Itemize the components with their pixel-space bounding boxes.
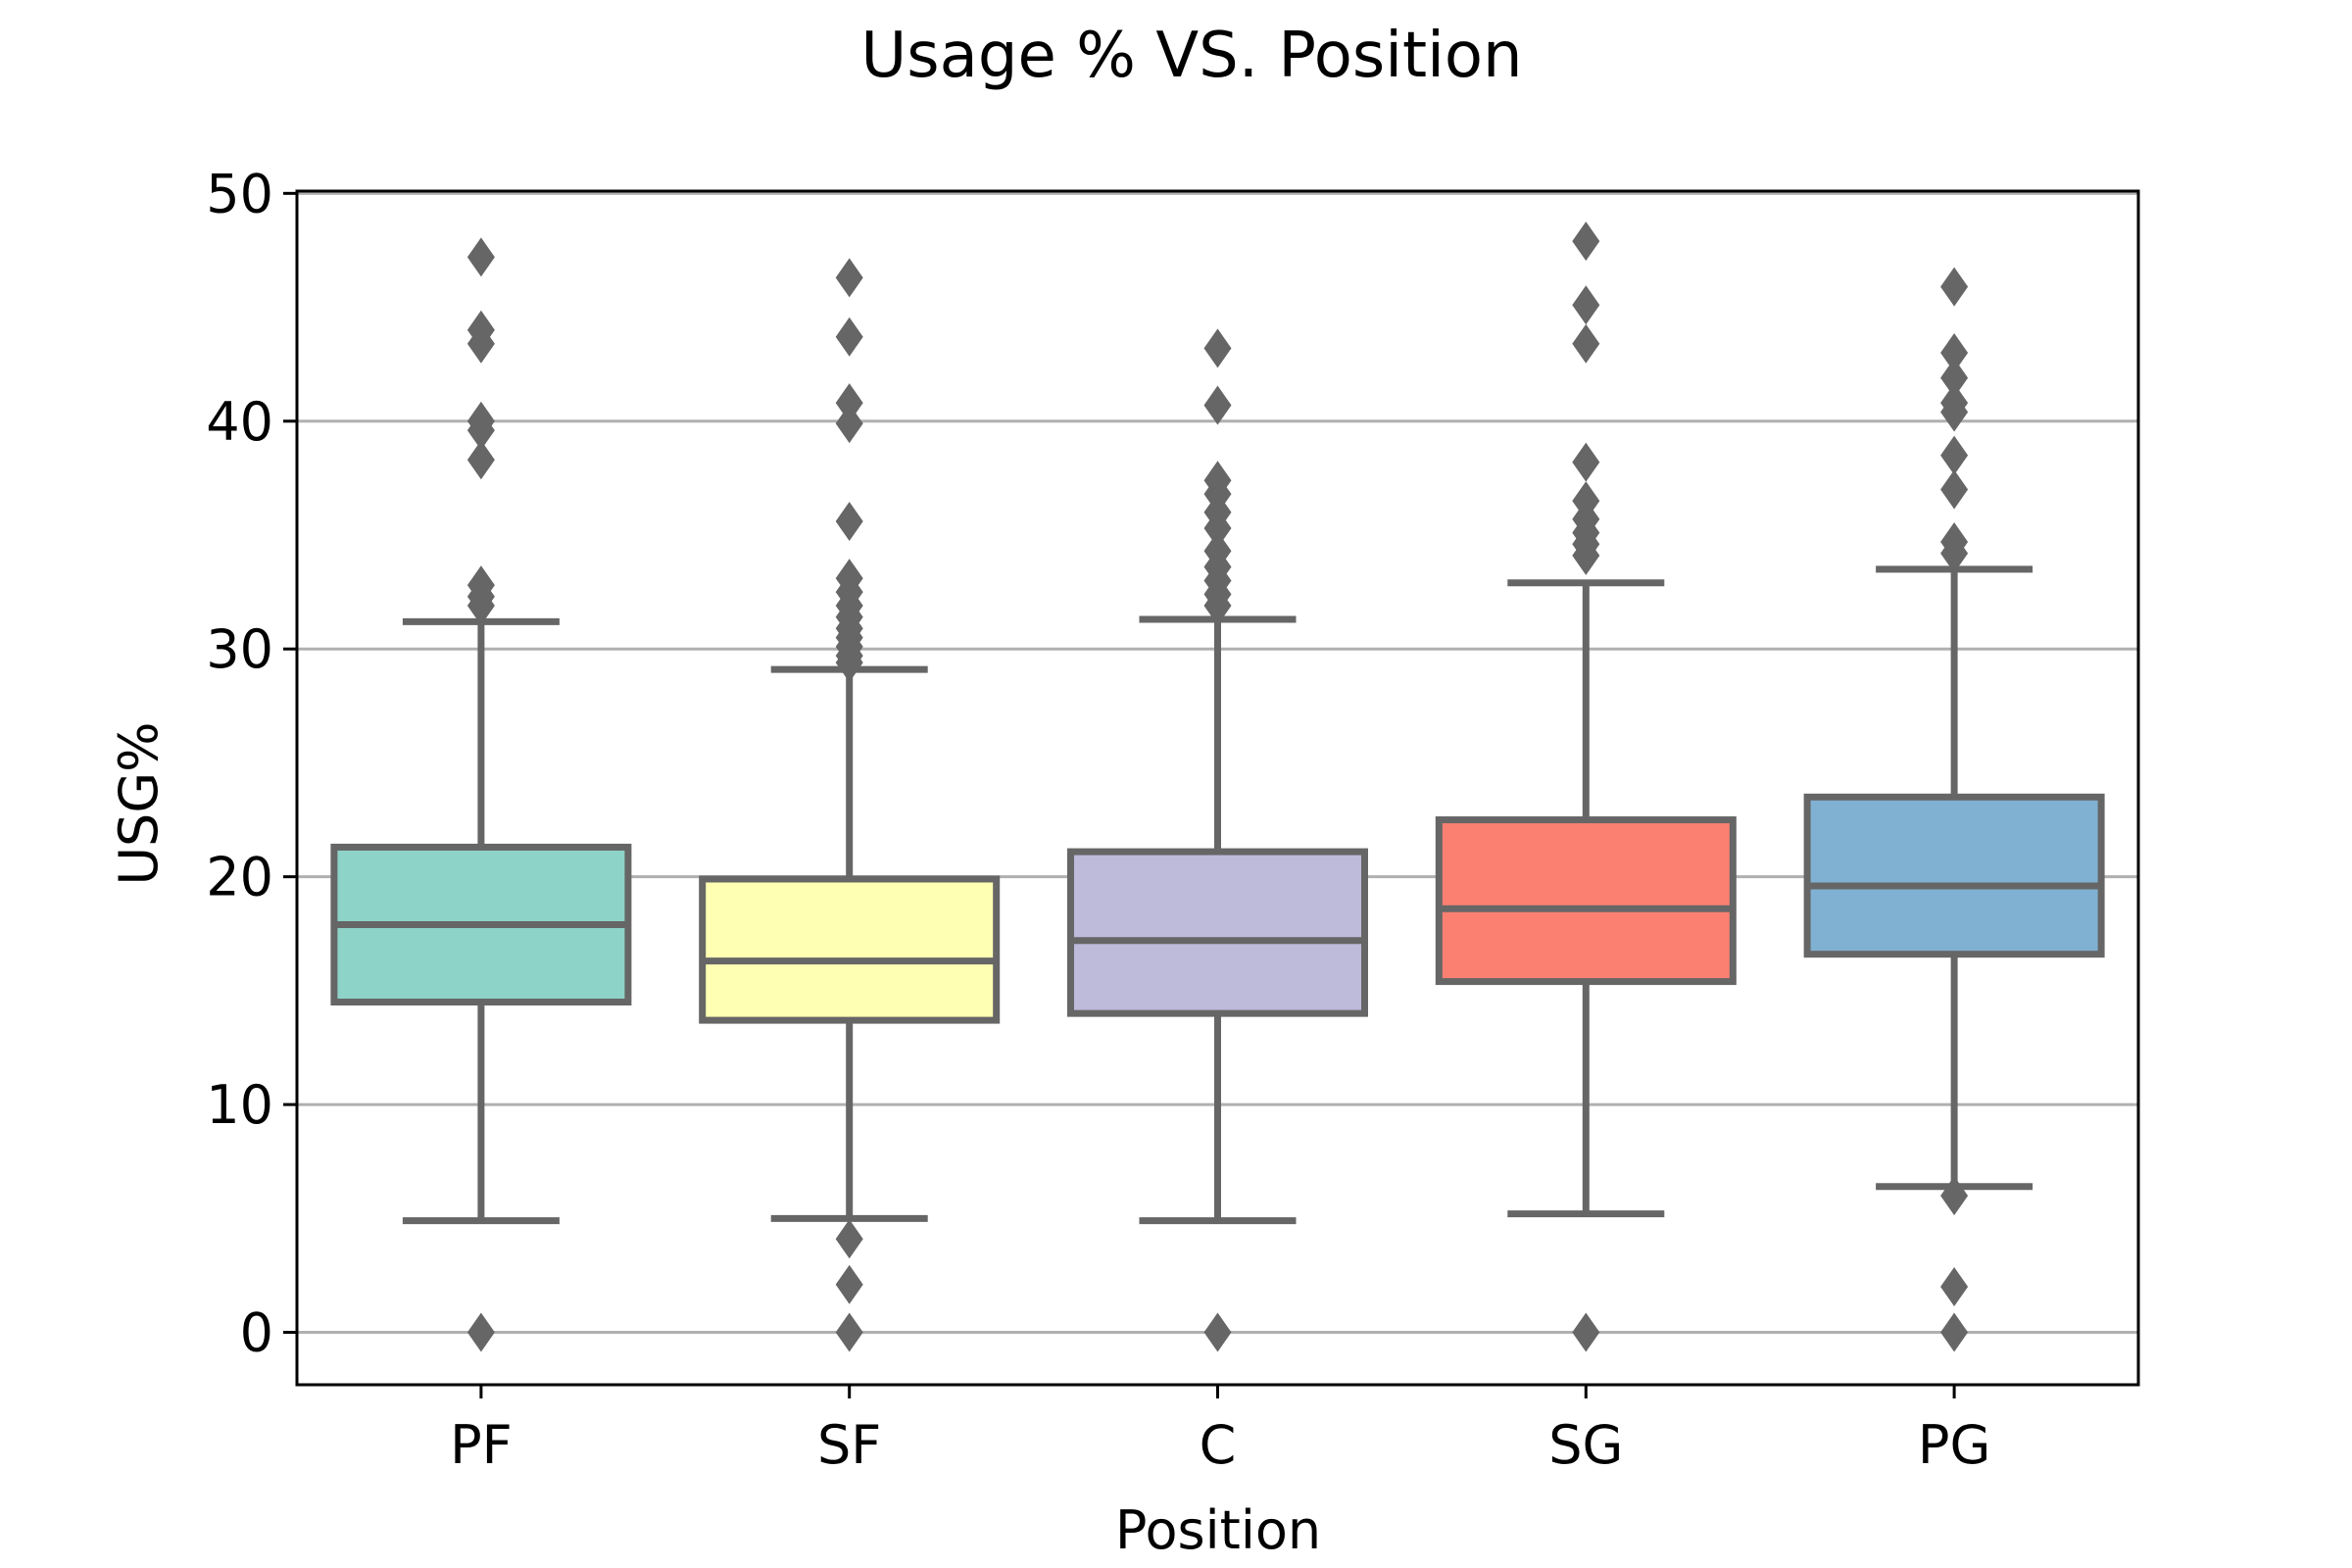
outlier-marker <box>1940 533 1969 573</box>
chart-title: Usage % VS. Position <box>860 20 1522 92</box>
outlier-marker <box>1940 267 1969 307</box>
outlier-marker <box>1940 1176 1969 1216</box>
box-sg <box>1435 221 1737 1352</box>
outlier-marker <box>835 1219 863 1259</box>
y-tick-label: 30 <box>206 618 273 680</box>
y-tick-label: 0 <box>240 1302 273 1364</box>
outlier-marker <box>835 258 863 298</box>
boxes <box>330 221 2105 1352</box>
box-sf <box>699 258 1001 1352</box>
outlier-marker <box>466 237 495 277</box>
outlier-marker <box>1203 1312 1232 1352</box>
outlier-marker <box>835 643 863 683</box>
y-tick-label: 10 <box>206 1074 273 1136</box>
outlier-marker <box>835 1264 863 1304</box>
outlier-marker <box>466 411 495 451</box>
outlier-marker <box>1203 385 1232 425</box>
outlier-marker <box>466 440 495 480</box>
outlier-marker <box>1572 221 1600 262</box>
outlier-marker <box>1572 1312 1600 1352</box>
x-tick-label: SF <box>817 1414 881 1476</box>
outlier-marker <box>1940 333 1969 373</box>
iqr-box <box>699 875 1001 1024</box>
outlier-marker <box>1203 586 1232 626</box>
outlier-marker <box>1940 392 1969 432</box>
outlier-marker <box>1940 469 1969 510</box>
y-axis: 0 10 20 30 40 50 <box>206 163 297 1364</box>
x-tick-label: PG <box>1918 1414 1990 1476</box>
box-pg <box>1803 267 2105 1352</box>
x-axis: PF SF C SG PG <box>450 1385 1990 1476</box>
outlier-marker <box>466 323 495 364</box>
iqr-box <box>1435 816 1737 986</box>
outlier-marker <box>835 383 863 423</box>
outlier-marker <box>1203 328 1232 368</box>
box-c <box>1067 328 1368 1352</box>
outlier-marker <box>466 586 495 626</box>
y-axis-label: USG% <box>108 722 170 886</box>
iqr-box <box>1803 793 2105 958</box>
outlier-marker <box>835 502 863 542</box>
outlier-marker <box>1572 285 1600 325</box>
outlier-marker <box>1572 323 1600 364</box>
y-tick-label: 20 <box>206 847 273 908</box>
x-tick-label: SG <box>1548 1414 1623 1476</box>
outlier-marker <box>1572 535 1600 575</box>
x-tick-label: C <box>1200 1414 1237 1476</box>
y-tick-label: 40 <box>206 391 273 453</box>
box-pf <box>330 237 632 1352</box>
outlier-marker <box>1940 1267 1969 1307</box>
outlier-marker <box>835 1312 863 1352</box>
outlier-marker <box>835 404 863 444</box>
outlier-marker <box>1940 358 1969 398</box>
outlier-marker <box>835 317 863 357</box>
outlier-marker <box>1203 509 1232 549</box>
outlier-marker <box>466 1312 495 1352</box>
iqr-box <box>1067 848 1368 1017</box>
x-axis-label: Position <box>1115 1499 1321 1561</box>
outlier-marker <box>1940 1312 1969 1352</box>
outlier-marker <box>1572 442 1600 482</box>
outlier-marker <box>1940 435 1969 475</box>
y-tick-label: 50 <box>206 163 273 224</box>
x-tick-label: PF <box>450 1414 513 1476</box>
